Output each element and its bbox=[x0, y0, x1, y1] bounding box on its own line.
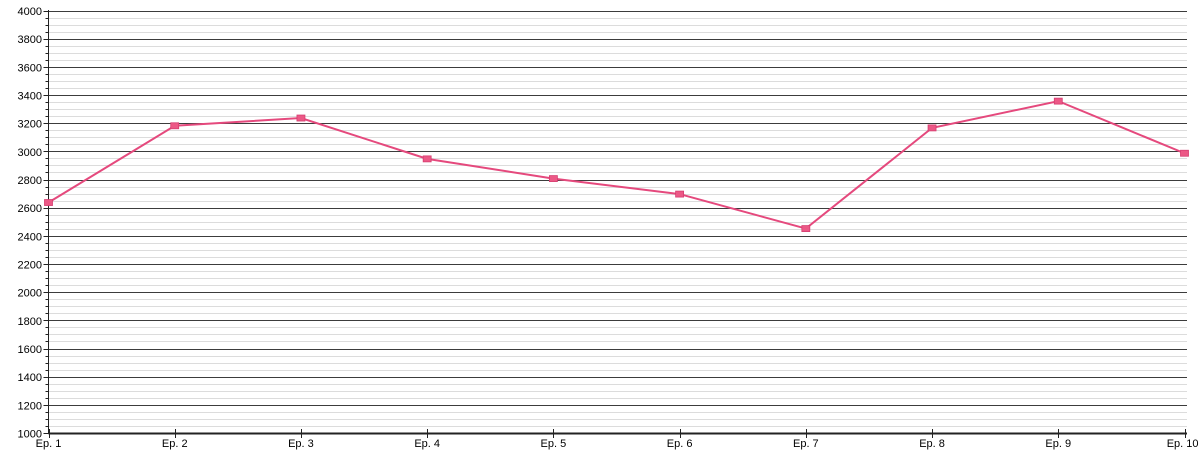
data-point bbox=[927, 124, 937, 132]
y-axis-tick-label: 3800 bbox=[18, 34, 42, 46]
y-axis-tick-label: 2000 bbox=[18, 288, 42, 300]
y-axis-tick-label: 1000 bbox=[18, 429, 42, 441]
x-axis-tick-label: Ep. 2 bbox=[162, 438, 188, 450]
y-axis-tick-label: 1800 bbox=[18, 316, 42, 328]
data-point bbox=[44, 199, 53, 206]
data-point bbox=[801, 225, 811, 232]
x-axis-tick-label: Ep. 4 bbox=[414, 438, 440, 450]
y-axis-tick-label: 2400 bbox=[18, 231, 42, 243]
x-axis-tick-label: Ep. 7 bbox=[793, 438, 819, 450]
data-point bbox=[1180, 149, 1189, 157]
x-axis-labels: Ep. 1 Ep. 2 Ep. 3 Ep. 4 Ep. 5 Ep. 6 Ep. 7 Ep. 8… bbox=[36, 438, 1199, 450]
x-axis-tick-label: Ep. 8 bbox=[919, 438, 945, 450]
data-point bbox=[675, 190, 685, 198]
x-axis-tick-label: Ep. 5 bbox=[541, 438, 567, 450]
data-points bbox=[44, 97, 1189, 232]
x-axis-tick-label: Ep. 1 bbox=[36, 438, 62, 450]
y-axis-labels: 1000 1200 1400 1600 1800 2000 2200 2400 2600 2800… bbox=[18, 6, 42, 441]
data-point bbox=[548, 175, 558, 182]
data-point bbox=[422, 155, 432, 163]
y-axis-tick-label: 2200 bbox=[18, 260, 42, 272]
y-axis-tick-label: 3400 bbox=[18, 91, 42, 103]
data-point bbox=[296, 114, 306, 122]
y-axis-tick-label: 2600 bbox=[18, 203, 42, 215]
x-axis-ticks bbox=[49, 429, 1186, 438]
axes bbox=[47, 10, 1187, 435]
x-axis-tick-label: Ep. 6 bbox=[667, 438, 693, 450]
x-axis-tick-label: Ep. 3 bbox=[288, 438, 314, 450]
minor-gridlines bbox=[48, 18, 1187, 427]
x-axis-tick-label: Ep. 9 bbox=[1045, 438, 1071, 450]
x-axis-tick-label: Ep. 10 bbox=[1167, 438, 1199, 450]
y-axis-tick-label: 4000 bbox=[18, 6, 42, 18]
y-axis-tick-label: 3000 bbox=[18, 147, 42, 159]
y-axis-tick-label: 3600 bbox=[18, 62, 42, 74]
y-axis-tick-label: 1400 bbox=[18, 372, 42, 384]
y-axis-tick-label: 1600 bbox=[18, 344, 42, 356]
data-point bbox=[170, 122, 180, 130]
y-axis-tick-label: 1200 bbox=[18, 400, 42, 412]
data-point bbox=[1053, 97, 1063, 105]
y-axis-tick-label: 2800 bbox=[18, 175, 42, 187]
y-axis-tick-label: 3200 bbox=[18, 119, 42, 131]
series-line bbox=[47, 100, 1185, 230]
y-axis-ticks bbox=[43, 11, 49, 434]
